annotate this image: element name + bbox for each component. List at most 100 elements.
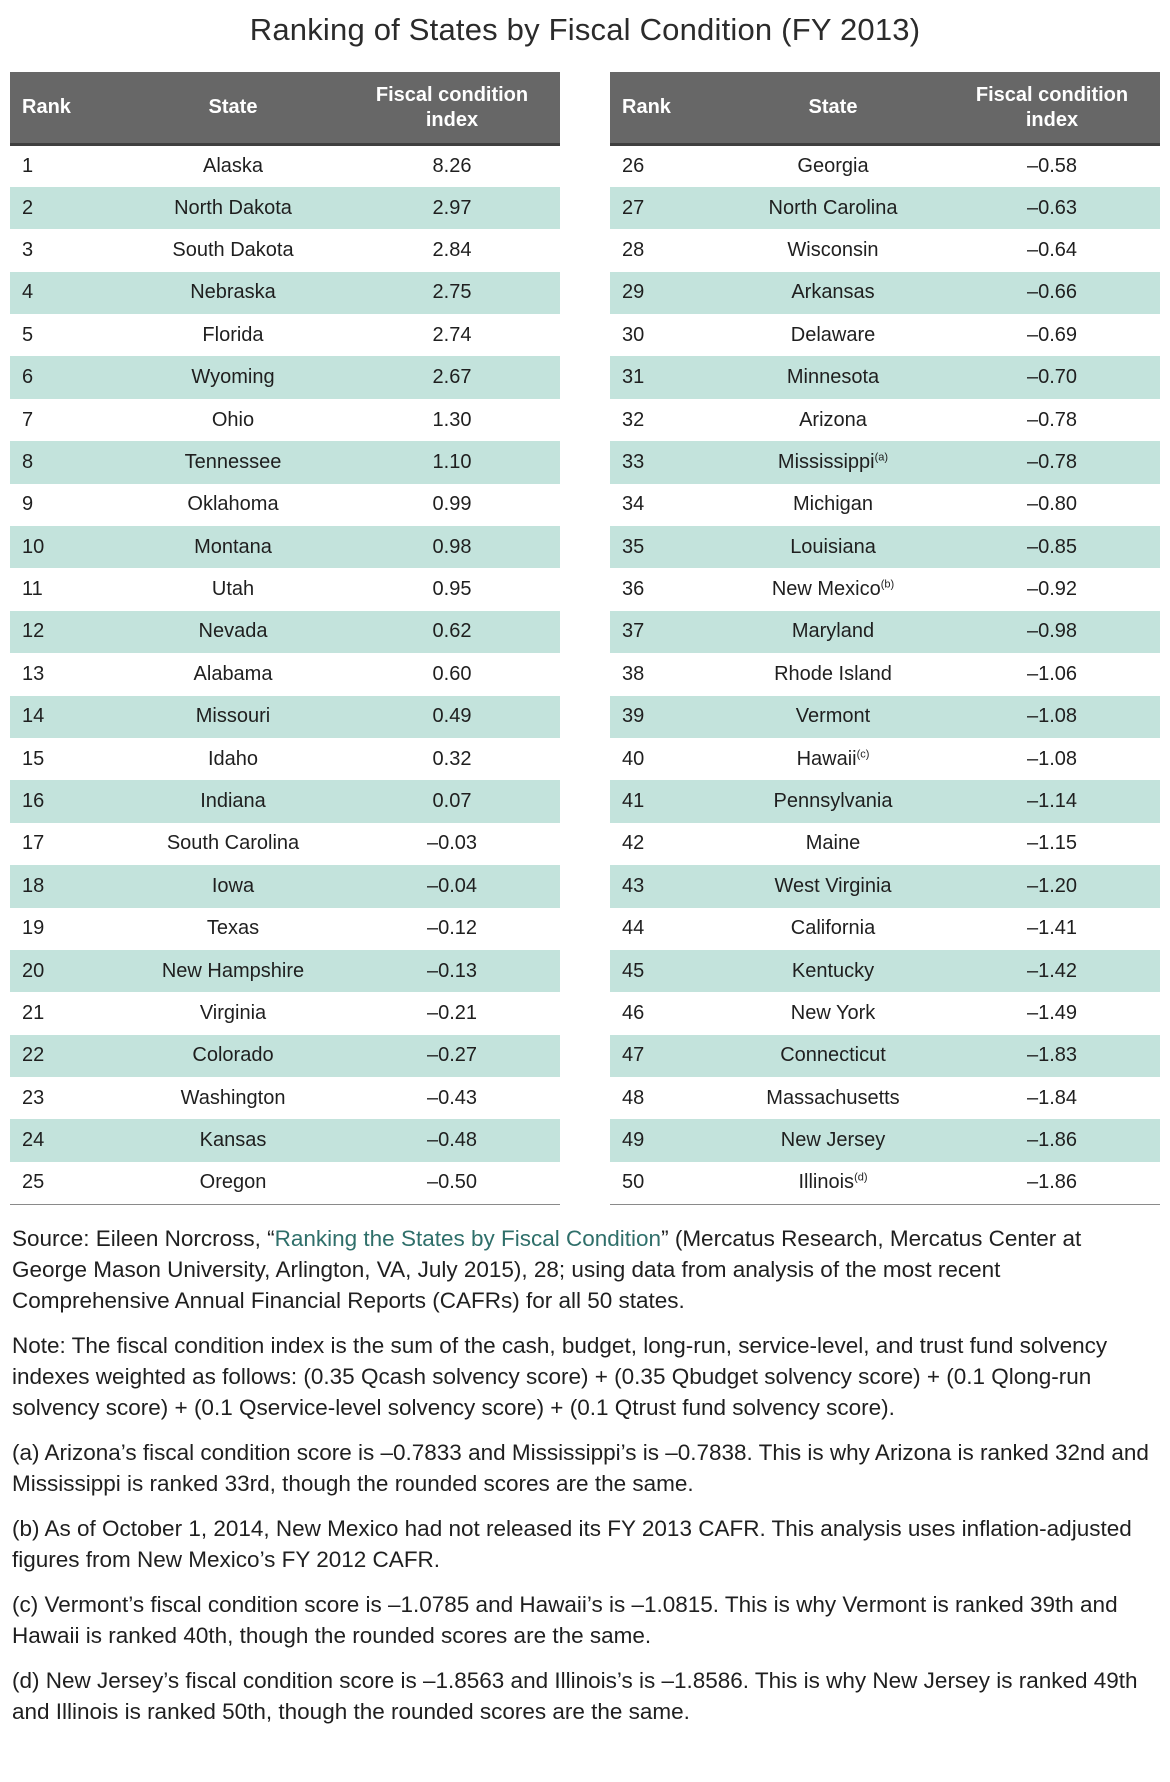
- state-cell: Missouri: [122, 696, 344, 738]
- state-name: Virginia: [199, 1002, 267, 1024]
- index-cell: –1.86: [1026, 1171, 1078, 1194]
- state-cell: Rhode Island: [722, 653, 944, 695]
- state-cell: Maine: [722, 823, 944, 865]
- index-cell: –0.27: [426, 1044, 478, 1067]
- rank-cell: 4: [22, 281, 34, 304]
- rank-cell: 3: [22, 238, 34, 261]
- table-row: 27 North Carolina –0.63: [610, 186, 1160, 230]
- index-header-line1: Fiscal condition: [375, 83, 529, 106]
- state-cell: South Dakota: [122, 229, 344, 271]
- table-row: 32 Arizona –0.78: [610, 399, 1160, 441]
- state-cell: Indiana: [122, 780, 344, 822]
- table-row: 21 Virginia –0.21: [10, 992, 560, 1034]
- table-row: 19 Texas –0.12: [10, 908, 560, 950]
- table-row: 34 Michigan –0.80: [610, 484, 1160, 526]
- rank-cell: 27: [622, 196, 645, 219]
- state-cell: West Virginia: [722, 865, 944, 907]
- footnote-c: (c) Vermont’s fiscal condition score is …: [12, 1592, 1118, 1648]
- rank-cell: 26: [622, 154, 645, 177]
- state-header: State: [722, 72, 944, 146]
- table-row: 8 Tennessee 1.10: [10, 441, 560, 484]
- state-cell: Vermont: [722, 696, 944, 738]
- state-name: Wisconsin: [787, 238, 879, 261]
- state-cell: Hawaii(c): [722, 738, 944, 780]
- index-header: Fiscal condition index: [344, 72, 560, 146]
- state-cell: South Carolina: [122, 823, 344, 865]
- state-cell: Mississippi(a): [722, 441, 944, 483]
- state-cell: Louisiana: [722, 526, 944, 568]
- index-cell: –1.83: [1026, 1044, 1078, 1067]
- rank-cell: 7: [22, 408, 34, 431]
- rank-cell: 47: [622, 1044, 645, 1067]
- index-cell: 0.60: [432, 662, 472, 685]
- index-cell: –0.48: [426, 1129, 478, 1152]
- index-cell: –0.58: [1026, 154, 1078, 177]
- state-cell: Michigan: [722, 484, 944, 526]
- rank-cell: 40: [622, 747, 645, 770]
- state-name: Connecticut: [780, 1044, 886, 1067]
- state-cell: California: [722, 908, 944, 950]
- index-cell: –0.78: [1026, 450, 1078, 473]
- index-cell: –0.92: [1026, 578, 1078, 601]
- state-cell: Arkansas: [722, 272, 944, 314]
- state-name: Indiana: [200, 790, 266, 813]
- index-cell: –0.50: [426, 1171, 478, 1194]
- table-row: 31 Minnesota –0.70: [610, 356, 1160, 399]
- table-row: 37 Maryland –0.98: [610, 610, 1160, 654]
- rank-cell: 5: [22, 323, 34, 346]
- source-link[interactable]: Ranking the States by Fiscal Condition: [274, 1226, 662, 1251]
- table-row: 2 North Dakota 2.97: [10, 186, 560, 230]
- page-title: Ranking of States by Fiscal Condition (F…: [249, 12, 921, 47]
- table-row: 12 Nevada 0.62: [10, 610, 560, 654]
- index-cell: –1.06: [1026, 662, 1078, 685]
- index-cell: 1.30: [432, 408, 472, 431]
- rank-cell: 34: [622, 493, 645, 516]
- state-name: Tennessee: [184, 450, 282, 473]
- table-row: 39 Vermont –1.08: [610, 695, 1160, 738]
- state-cell: Pennsylvania: [722, 780, 944, 822]
- index-cell: 2.74: [432, 323, 472, 346]
- rank-cell: 31: [622, 366, 645, 389]
- index-cell: 0.07: [432, 790, 472, 813]
- state-name: Hawaii: [796, 747, 857, 770]
- table-row: 45 Kentucky –1.42: [610, 949, 1160, 993]
- state-name: Massachusetts: [766, 1086, 900, 1109]
- footnote-marker: (c): [856, 748, 870, 760]
- index-cell: 0.95: [432, 578, 472, 601]
- table-row: 24 Kansas –0.48: [10, 1119, 560, 1162]
- index-cell: –1.49: [1026, 1002, 1078, 1024]
- table-row: 30 Delaware –0.69: [610, 314, 1160, 356]
- rank-cell: 44: [622, 917, 645, 940]
- state-cell: Iowa: [122, 865, 344, 907]
- method-note: Note: The fiscal condition index is the …: [12, 1333, 1108, 1420]
- table-row: 38 Rhode Island –1.06: [610, 653, 1160, 695]
- table-row: 42 Maine –1.15: [610, 823, 1160, 865]
- state-cell: Idaho: [122, 738, 344, 780]
- index-header-line2: index: [1025, 108, 1079, 131]
- index-cell: 2.97: [432, 196, 472, 219]
- table-row: 49 New Jersey –1.86: [610, 1119, 1160, 1162]
- footnote-d: (d) New Jersey’s fiscal condition score …: [12, 1668, 1138, 1724]
- state-name: Kansas: [199, 1129, 267, 1152]
- rank-cell: 45: [622, 959, 645, 982]
- state-name: Maine: [805, 832, 861, 855]
- table-row: 33 Mississippi(a) –0.78: [610, 441, 1160, 484]
- rank-cell: 50: [622, 1171, 645, 1194]
- table-row: 11 Utah 0.95: [10, 568, 560, 610]
- rank-cell: 2: [22, 196, 34, 219]
- state-cell: New Jersey: [722, 1119, 944, 1161]
- table-row: 5 Florida 2.74: [10, 314, 560, 356]
- index-cell: –0.03: [426, 832, 478, 855]
- state-name: North Dakota: [174, 196, 292, 219]
- table-row: 43 West Virginia –1.20: [610, 865, 1160, 908]
- index-cell: –0.04: [426, 874, 478, 897]
- rank-cell: 22: [22, 1044, 45, 1067]
- rank-cell: 8: [22, 450, 34, 473]
- table-row: 6 Wyoming 2.67: [10, 356, 560, 399]
- state-name: Louisiana: [790, 535, 876, 558]
- index-header-line1: Fiscal condition: [975, 83, 1129, 106]
- rank-cell: 15: [22, 747, 45, 770]
- state-cell: North Dakota: [122, 187, 344, 229]
- state-cell: Florida: [122, 314, 344, 356]
- rank-cell: 11: [22, 578, 43, 601]
